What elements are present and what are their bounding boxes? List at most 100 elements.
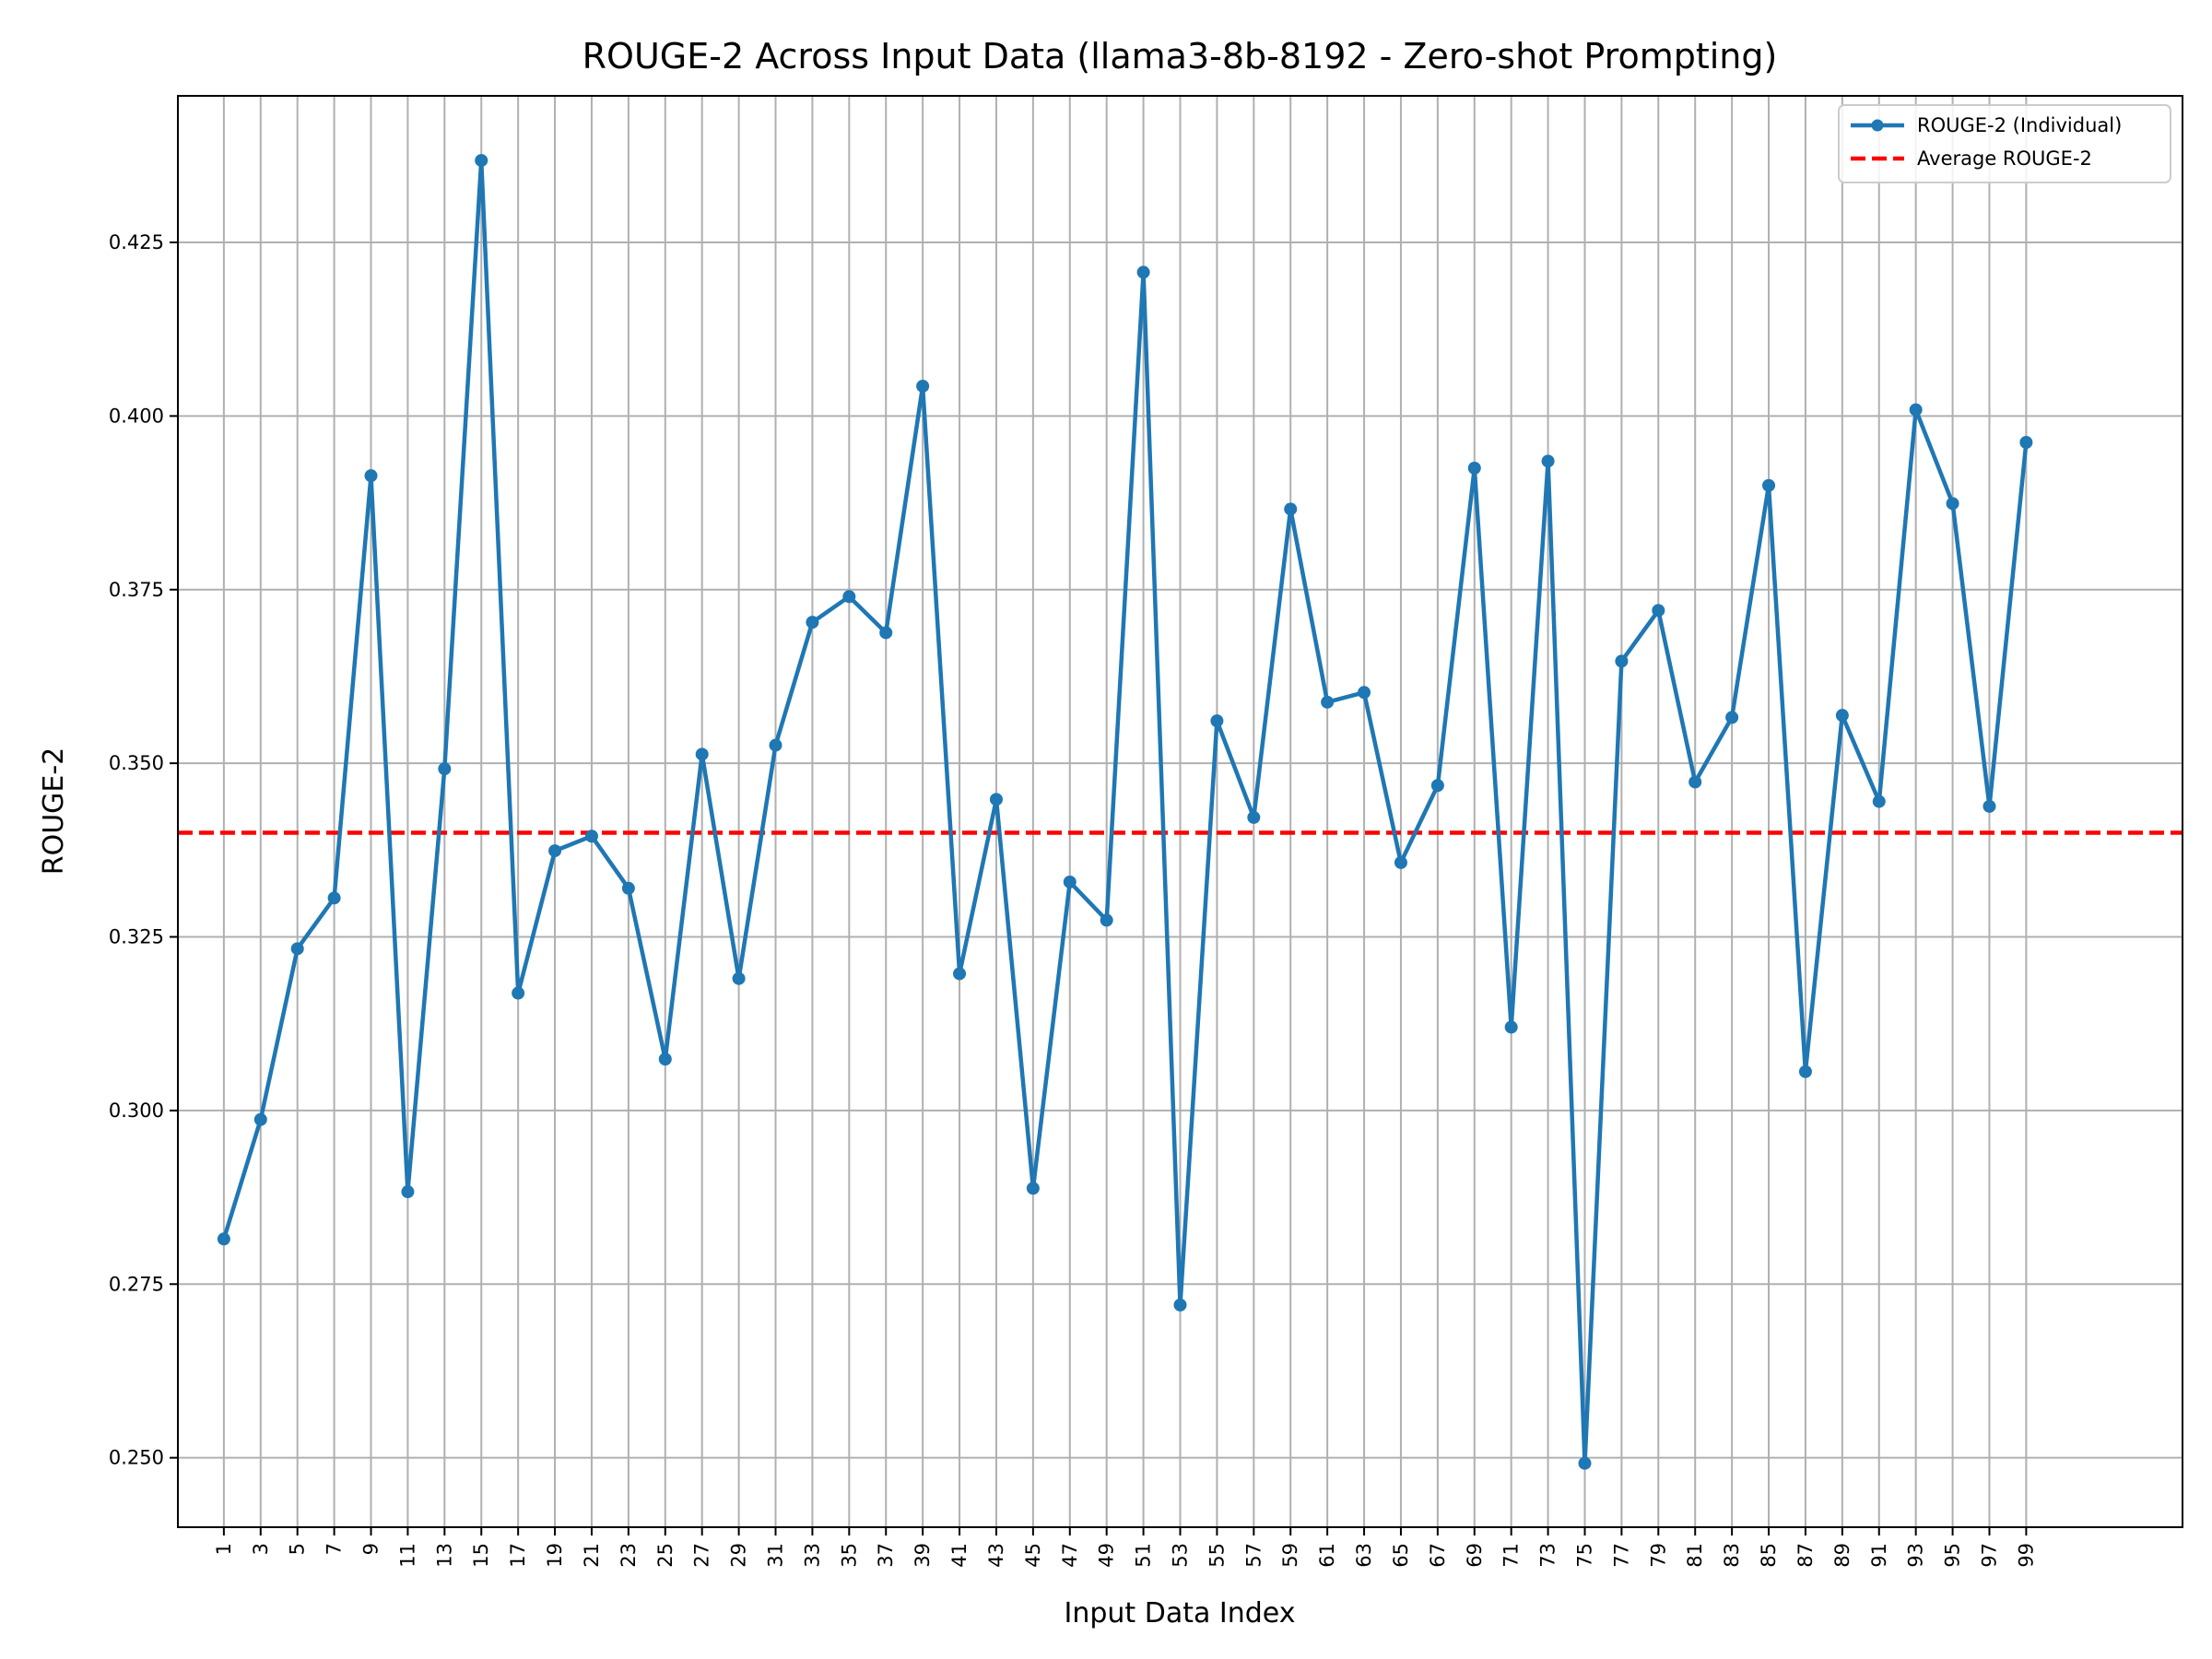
data-point: [512, 986, 525, 1000]
x-tick-label: 21: [581, 1543, 603, 1568]
x-tick-label: 19: [544, 1543, 566, 1568]
data-point: [1136, 265, 1150, 279]
x-tick-label: 41: [948, 1543, 971, 1568]
x-tick-label: 39: [912, 1543, 934, 1568]
x-tick-label: 13: [433, 1543, 455, 1568]
y-tick-label: 0.325: [109, 926, 164, 948]
x-tick-label: 47: [1059, 1543, 1081, 1568]
y-axis: 0.250 0.275 0.300 0.325 0.350 0.375 0.400 0.425: [109, 231, 178, 1469]
x-tick-label: 29: [728, 1543, 750, 1568]
x-tick-label: 59: [1279, 1543, 1301, 1568]
y-tick-label: 0.400: [109, 405, 164, 427]
legend: ROUGE-2 (Individual) Average ROUGE-2: [1838, 104, 2171, 183]
data-point: [1946, 497, 1959, 511]
x-tick-label: 75: [1573, 1543, 1595, 1568]
data-point: [1872, 794, 1886, 808]
data-point: [1321, 695, 1335, 709]
x-tick-label: 11: [396, 1543, 418, 1568]
data-point: [1909, 403, 1923, 417]
data-point: [989, 793, 1003, 806]
data-point: [548, 844, 562, 858]
legend-label-average: Average ROUGE-2: [1917, 147, 2092, 170]
x-tick-label: 55: [1206, 1543, 1228, 1568]
x-tick-label: 35: [838, 1543, 860, 1568]
x-tick-label: 89: [1831, 1543, 1853, 1568]
x-tick-label: 69: [1464, 1543, 1486, 1568]
data-point: [1725, 711, 1739, 724]
data-point: [1504, 1020, 1518, 1034]
x-tick-label: 53: [1170, 1543, 1192, 1568]
x-tick-label: 51: [1133, 1543, 1155, 1568]
data-point: [438, 762, 452, 776]
data-point: [1983, 799, 1996, 813]
x-tick-label: 45: [1022, 1543, 1044, 1568]
x-tick-label: 63: [1353, 1543, 1375, 1568]
x-tick-label: 97: [1978, 1543, 2000, 1568]
x-tick-label: 67: [1427, 1543, 1449, 1568]
data-point: [1247, 810, 1261, 824]
data-point: [1284, 502, 1298, 516]
data-point: [1615, 654, 1629, 668]
data-point: [732, 971, 746, 985]
y-axis-label: ROUGE-2: [38, 747, 70, 876]
data-point: [1798, 1065, 1812, 1078]
markers-layer: [217, 154, 2033, 1470]
y-tick-label: 0.250: [109, 1447, 164, 1469]
x-tick-label: 1: [213, 1543, 235, 1555]
legend-marker-individual: [1871, 119, 1884, 132]
y-tick-label: 0.425: [109, 231, 164, 253]
x-tick-label: 61: [1316, 1543, 1338, 1568]
x-tick-label: 91: [1868, 1543, 1890, 1568]
x-tick-label: 81: [1684, 1543, 1706, 1568]
data-point: [401, 1185, 415, 1199]
x-tick-label: 23: [618, 1543, 640, 1568]
y-tick-label: 0.375: [109, 579, 164, 601]
data-point: [806, 616, 819, 629]
data-point: [658, 1053, 672, 1066]
data-point: [1835, 709, 1849, 723]
data-point: [1652, 604, 1665, 618]
x-tick-label: 5: [287, 1543, 309, 1555]
legend-box: [1838, 104, 2171, 183]
x-tick-label: 95: [1942, 1543, 1964, 1568]
x-tick-label: 15: [470, 1543, 492, 1568]
data-point: [1762, 478, 1776, 492]
data-point: [1541, 454, 1555, 468]
data-point: [1210, 714, 1224, 728]
data-point: [1358, 686, 1371, 700]
chart-title: ROUGE-2 Across Input Data (llama3-8b-819…: [582, 36, 1778, 76]
data-point: [584, 830, 598, 843]
data-point: [621, 881, 635, 895]
x-tick-label: 31: [765, 1543, 787, 1568]
x-tick-label: 83: [1721, 1543, 1743, 1568]
y-tick-label: 0.275: [109, 1273, 164, 1295]
data-point: [364, 469, 378, 483]
x-tick-label: 73: [1537, 1543, 1559, 1568]
data-point: [1467, 461, 1481, 475]
data-point: [2019, 436, 2033, 450]
data-point: [842, 590, 856, 604]
data-point: [1430, 779, 1444, 793]
series-layer: [221, 158, 2029, 1465]
x-tick-label: 85: [1758, 1543, 1780, 1568]
y-tick-label: 0.300: [109, 1100, 164, 1122]
x-tick-label: 17: [507, 1543, 529, 1568]
legend-label-individual: ROUGE-2 (Individual): [1917, 114, 2122, 136]
x-tick-label: 87: [1794, 1543, 1817, 1568]
y-tick-label: 0.350: [109, 752, 164, 774]
data-point: [475, 154, 488, 168]
x-tick-label: 77: [1610, 1543, 1632, 1568]
x-tick-label: 49: [1096, 1543, 1118, 1568]
data-point: [1063, 875, 1077, 888]
data-point: [1578, 1456, 1592, 1470]
x-tick-label: 71: [1500, 1543, 1523, 1568]
data-point: [1173, 1298, 1187, 1312]
data-point: [1688, 775, 1702, 789]
data-point: [879, 626, 893, 640]
x-tick-label: 3: [250, 1543, 272, 1555]
data-point: [1100, 913, 1113, 927]
data-point: [217, 1232, 230, 1246]
series-line-individual: [221, 158, 2029, 1465]
data-point: [253, 1112, 267, 1126]
